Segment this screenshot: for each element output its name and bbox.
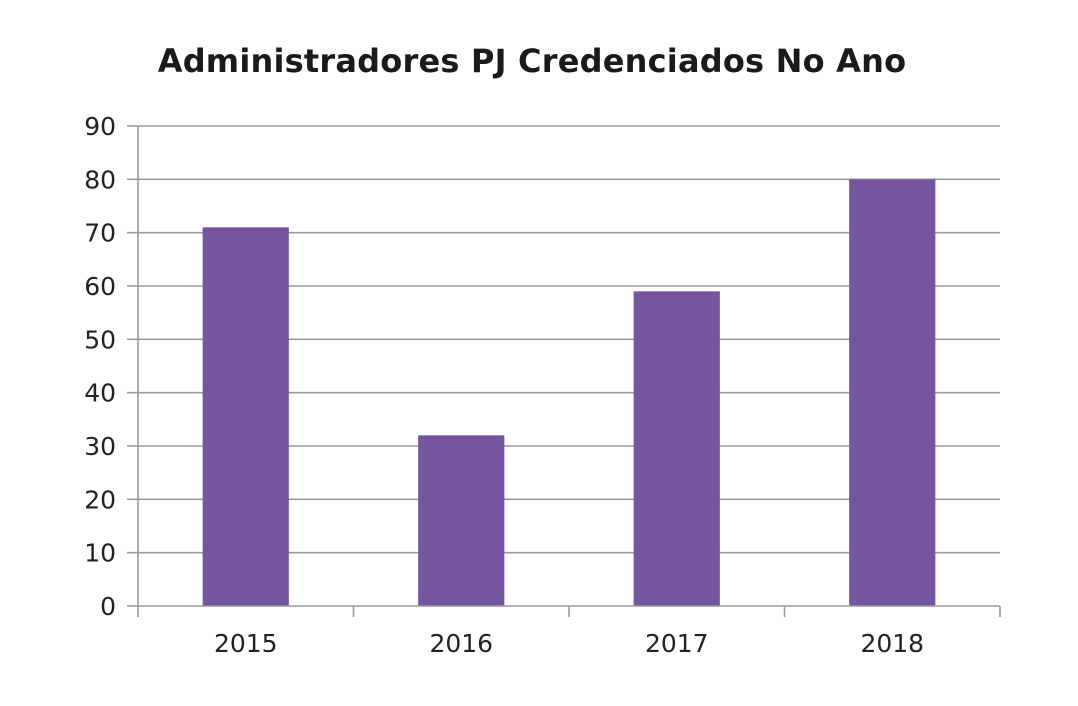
- bar-2016: [418, 435, 505, 606]
- y-tick-label: 60: [84, 272, 116, 301]
- tick-labels: 0 10 20 30 40 50 60 70 80 90 2015 2016 2017 2018: [84, 112, 924, 658]
- x-tick-label: 2018: [860, 629, 924, 658]
- y-tick-label: 90: [84, 112, 116, 141]
- x-tick-label: 2015: [214, 629, 278, 658]
- bar-2015: [202, 227, 289, 607]
- bar-2018: [849, 179, 936, 607]
- bar-2017: [633, 291, 720, 606]
- y-tick-label: 0: [100, 592, 116, 621]
- x-tick-label: 2017: [645, 629, 709, 658]
- chart-title: Administradores PJ Credenciados No Ano: [157, 42, 907, 80]
- y-tick-label: 40: [84, 379, 116, 408]
- x-tick-label: 2016: [429, 629, 493, 658]
- y-tick-label: 70: [84, 219, 116, 248]
- y-tick-label: 10: [84, 539, 116, 568]
- axes: [127, 125, 1001, 617]
- y-tick-label: 50: [84, 325, 116, 354]
- y-tick-label: 20: [84, 485, 116, 514]
- y-tick-label: 30: [84, 432, 116, 461]
- y-tick-label: 80: [84, 165, 116, 194]
- bars: [202, 179, 936, 607]
